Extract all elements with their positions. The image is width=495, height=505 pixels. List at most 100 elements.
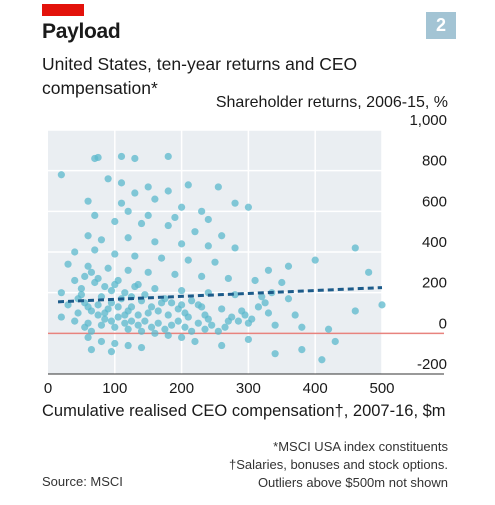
data-point xyxy=(111,250,119,258)
y-tick-label: -200 xyxy=(417,356,447,373)
data-point xyxy=(198,272,206,280)
data-point xyxy=(144,211,152,219)
data-point xyxy=(284,295,293,303)
data-point xyxy=(178,240,186,248)
data-point xyxy=(87,327,96,335)
data-point xyxy=(101,282,109,291)
x-tick-label: 300 xyxy=(236,380,261,397)
x-axis-ticks: 0 100 200 300 400 500 xyxy=(44,380,395,397)
data-point xyxy=(97,236,106,244)
data-point xyxy=(201,311,209,319)
data-point xyxy=(144,309,152,317)
data-point xyxy=(144,268,152,276)
data-point xyxy=(264,266,273,274)
data-point xyxy=(87,307,96,315)
data-point xyxy=(264,309,273,317)
data-point xyxy=(218,305,226,313)
data-point xyxy=(184,256,192,264)
data-point xyxy=(218,232,226,240)
data-point xyxy=(91,211,99,219)
data-point xyxy=(77,285,85,293)
x-tick-label: 0 xyxy=(44,380,52,397)
data-point xyxy=(111,339,119,348)
data-point xyxy=(64,301,72,309)
data-point xyxy=(161,325,169,333)
data-point xyxy=(298,323,306,331)
data-point xyxy=(171,270,179,278)
data-point xyxy=(261,299,269,307)
data-point xyxy=(144,183,152,191)
y-tick-label: 0 xyxy=(439,315,447,332)
data-point xyxy=(147,303,156,311)
data-point xyxy=(178,333,186,341)
data-point xyxy=(134,280,142,289)
x-tick-label: 400 xyxy=(303,380,328,397)
data-point xyxy=(107,317,116,325)
data-point xyxy=(57,313,65,321)
data-point xyxy=(131,189,139,197)
data-point xyxy=(178,203,186,211)
data-point xyxy=(218,341,226,350)
data-point xyxy=(94,311,102,319)
data-point xyxy=(164,187,172,195)
data-point xyxy=(244,203,252,211)
data-point xyxy=(134,321,142,329)
data-point xyxy=(111,323,119,331)
data-point xyxy=(97,337,106,346)
data-point xyxy=(164,331,172,339)
data-point xyxy=(94,301,102,309)
data-point xyxy=(331,337,339,346)
data-point xyxy=(191,337,199,346)
data-point xyxy=(71,276,79,285)
data-point xyxy=(174,305,182,313)
data-point xyxy=(201,325,209,333)
data-point xyxy=(171,213,179,222)
data-point xyxy=(101,315,109,323)
data-point xyxy=(71,248,79,256)
data-point xyxy=(188,327,196,335)
data-point xyxy=(194,319,202,327)
data-point xyxy=(81,272,89,280)
data-point xyxy=(71,317,79,325)
data-point xyxy=(184,181,192,189)
data-point xyxy=(191,228,199,236)
data-point xyxy=(151,238,159,246)
data-point xyxy=(114,313,122,321)
data-point xyxy=(57,289,65,297)
data-point xyxy=(114,303,122,311)
source-note: Source: MSCI xyxy=(42,474,123,489)
data-point xyxy=(114,276,122,285)
data-point xyxy=(107,287,116,295)
data-point xyxy=(151,195,159,203)
data-point xyxy=(104,264,112,272)
data-point xyxy=(324,325,333,333)
data-point xyxy=(117,179,126,187)
data-point xyxy=(131,154,139,163)
data-point xyxy=(134,311,142,319)
data-point xyxy=(241,311,249,319)
data-point xyxy=(84,262,92,270)
data-point xyxy=(311,256,319,264)
x-tick-label: 100 xyxy=(102,380,127,397)
data-point xyxy=(204,215,212,224)
data-point xyxy=(278,278,286,287)
data-point xyxy=(124,341,132,350)
trend-line xyxy=(57,286,383,304)
y-tick-label: 200 xyxy=(422,275,447,292)
data-point xyxy=(231,199,239,207)
data-point xyxy=(101,309,109,317)
data-point xyxy=(117,152,126,161)
data-point xyxy=(204,242,212,250)
data-point xyxy=(167,299,176,307)
data-point xyxy=(127,303,136,311)
data-point xyxy=(164,152,172,161)
data-point xyxy=(137,343,146,352)
data-point xyxy=(87,268,96,276)
data-point xyxy=(157,254,166,262)
data-point xyxy=(224,274,232,283)
data-point xyxy=(141,317,149,325)
data-point xyxy=(151,329,159,337)
data-point xyxy=(271,350,279,358)
